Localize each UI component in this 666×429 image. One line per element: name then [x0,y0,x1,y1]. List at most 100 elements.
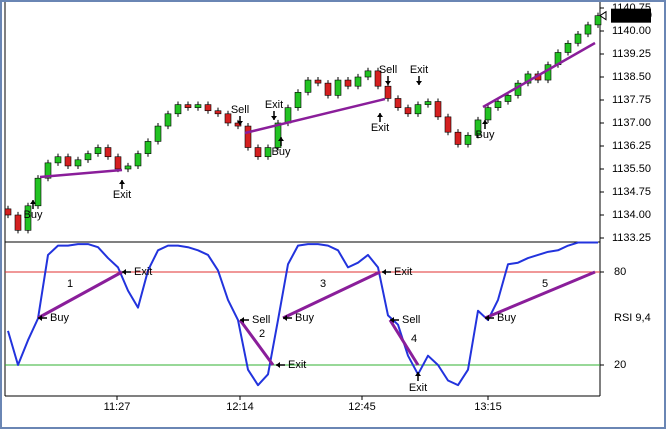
candle-body [54,156,62,164]
trade-line [484,270,596,320]
candle-body [14,214,22,231]
y-tick-label: 20 [614,359,626,371]
candle-body [584,24,592,35]
signal-arrow-head [385,81,391,85]
signal-arrow-head [278,137,284,141]
signal-arrow-head [377,113,383,117]
trade-line [388,319,420,366]
trade-number: 5 [542,278,548,290]
candle-body [84,153,92,161]
x-tick-label: 12:45 [348,401,376,413]
candle-body [124,165,132,170]
candle-body [34,177,42,207]
signal-label: Buy [476,129,495,141]
y-tick-label: 1135.50 [612,163,651,175]
x-tick-label: 13:15 [474,401,502,413]
candle-body [234,122,242,127]
signal-arrow-head [382,269,386,275]
signal-label: Exit [134,266,152,278]
signal-arrow-head [38,315,42,321]
candle-body [184,104,192,108]
signal-label: Sell [231,104,249,116]
candle-body [64,156,72,167]
signal-arrow-head [119,180,125,184]
candle-body [464,134,472,145]
candle-body [384,85,392,99]
candle-body [114,156,122,170]
trade-number: 2 [259,328,265,340]
candle-body [424,101,432,105]
candle-body [334,79,342,96]
candle-body [314,79,322,84]
y-tick-label: 80 [614,266,626,278]
signal-arrow-head [122,269,126,275]
trend-line [482,41,596,109]
y-tick-label: 1140.00 [612,25,651,37]
signal-label: Exit [394,266,412,278]
candle-body [484,107,492,121]
candle-body [324,82,332,96]
candle-body [104,147,112,158]
signal-arrow-head [276,362,280,368]
y-tick-label: 1134.00 [612,209,651,221]
candle-body [294,92,302,108]
candle-body [404,107,412,115]
candle-body [244,125,252,148]
candle-body [344,79,352,87]
y-tick-label: 1137.75 [612,94,651,106]
x-tick-label: 12:14 [226,401,254,413]
signal-label: Buy [272,146,291,158]
last-price-label: 1140.50 [613,10,652,22]
candle-body [434,101,442,118]
signal-label: Buy [497,312,516,324]
candle-body [474,119,482,136]
candle-body [214,110,222,115]
candle-body [4,208,12,216]
trade-number: 4 [411,333,417,345]
candle-body [494,101,502,108]
signal-label: Buy [50,312,69,324]
candle-body [24,205,32,231]
candle-body [254,147,262,158]
signal-label: Exit [371,122,389,134]
signal-label: Exit [113,189,131,201]
y-tick-label: 1134.75 [612,186,651,198]
candle-body [454,131,462,145]
x-tick-label: 11:27 [104,401,131,413]
signal-label: Exit [409,382,427,394]
candle-body [204,104,212,112]
signal-arrow-head [416,81,422,85]
signal-label: Buy [24,209,43,221]
trade-number: 1 [67,278,73,290]
rsi-label: RSI 9,4 [614,312,651,324]
y-tick-label: 1139.25 [612,48,651,60]
signal-arrow-head [390,317,394,323]
candle-body [354,76,362,87]
candle-body [174,104,182,115]
candle-body [44,162,52,179]
candle-body [504,95,512,102]
trade-line [238,319,275,366]
candle-body [364,70,372,78]
y-tick-label: 1133.25 [612,232,651,244]
candle-body [594,15,602,26]
candle-body [374,70,382,87]
candle-body [304,79,312,93]
candle-body [574,33,582,44]
last-price-marker [599,10,607,21]
y-tick-label: 1138.50 [612,71,651,83]
last-price-box [611,8,651,23]
signal-label: Exit [265,99,283,111]
signal-arrow-head [237,121,243,125]
signal-arrow-head [415,372,421,376]
candle-body [564,42,572,53]
signal-arrow-head [30,200,36,204]
candle-body [444,116,452,133]
candle-body [394,98,402,108]
rsi-line [7,241,598,387]
signal-label: Exit [288,359,306,371]
candle-body [194,104,202,108]
candle-body [74,159,82,167]
